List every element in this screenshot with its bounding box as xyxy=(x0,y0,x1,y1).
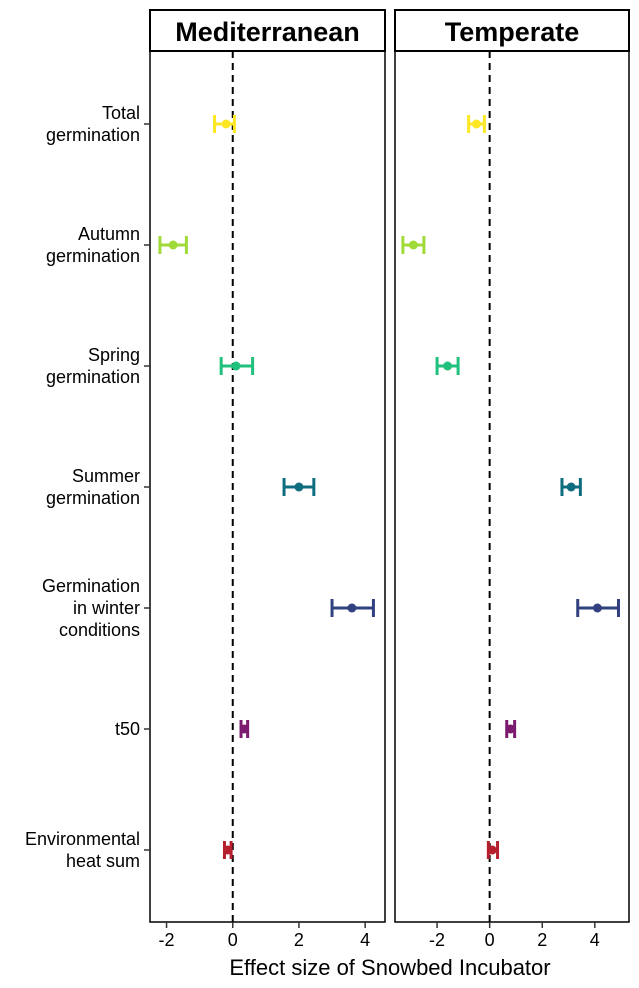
panel: -2 0 2 4 xyxy=(394,50,630,950)
row-label-autumn: germination xyxy=(46,246,140,266)
row-label-summer: germination xyxy=(46,488,140,508)
point-estimate xyxy=(443,361,453,371)
x-tick-label: 2 xyxy=(537,930,547,950)
x-tick-label: 2 xyxy=(294,930,304,950)
point-estimate xyxy=(294,482,304,492)
error-bar-summer xyxy=(560,478,582,496)
x-tick-label: 0 xyxy=(485,930,495,950)
row-label-total: germination xyxy=(46,125,140,145)
point-estimate xyxy=(566,482,576,492)
row-label-winter: Germination xyxy=(42,576,140,596)
error-bar-winter xyxy=(330,599,375,617)
row-label-total: Total xyxy=(102,103,140,123)
x-tick-label: 0 xyxy=(228,930,238,950)
row-label-heat: heat sum xyxy=(66,851,140,871)
strip-box xyxy=(149,9,386,52)
error-bar-winter xyxy=(576,599,620,617)
x-tick-label: -2 xyxy=(429,930,445,950)
point-estimate xyxy=(347,603,357,613)
row-label-spring: Spring xyxy=(88,345,140,365)
point-estimate xyxy=(487,845,497,855)
point-estimate xyxy=(221,119,231,129)
point-estimate xyxy=(408,240,418,250)
point-estimate xyxy=(472,119,482,129)
point-estimate xyxy=(592,603,602,613)
panel-border xyxy=(394,50,630,923)
error-bar-t50 xyxy=(239,720,250,738)
row-label-summer: Summer xyxy=(72,466,140,486)
strip-box xyxy=(394,9,630,52)
row-label-t50: t50 xyxy=(115,719,140,739)
row-label-heat: Environmental xyxy=(25,829,140,849)
row-label-winter: in winter xyxy=(73,598,140,618)
panel-border xyxy=(149,50,386,923)
error-bar-heat xyxy=(222,841,233,859)
error-bar-t50 xyxy=(505,720,517,738)
point-estimate xyxy=(506,724,516,734)
x-tick-label: 4 xyxy=(590,930,600,950)
row-label-autumn: Autumn xyxy=(78,224,140,244)
point-estimate xyxy=(168,240,178,250)
y-axis-labels: TotalgerminationAutumngerminationSpringg… xyxy=(25,103,150,871)
row-label-winter: conditions xyxy=(59,620,140,640)
error-bar-autumn xyxy=(158,236,188,254)
point-estimate xyxy=(231,361,241,371)
strip-title: Temperate xyxy=(445,17,580,47)
error-bar-autumn xyxy=(401,236,426,254)
facet-panels: -2 0 2 4 -2 0 2 4 xyxy=(149,50,630,950)
facet-strips: Mediterranean Temperate xyxy=(149,9,630,52)
row-label-spring: germination xyxy=(46,367,140,387)
x-tick-label: -2 xyxy=(159,930,175,950)
strip-title: Mediterranean xyxy=(175,17,360,47)
error-bar-total xyxy=(467,115,486,133)
error-bar-total xyxy=(213,115,236,133)
x-axis-title: Effect size of Snowbed Incubator xyxy=(229,955,550,980)
error-bar-spring xyxy=(435,357,460,375)
error-bar-spring xyxy=(219,357,255,375)
x-tick-label: 4 xyxy=(360,930,370,950)
point-estimate xyxy=(223,845,233,855)
point-estimate xyxy=(239,724,249,734)
error-bar-summer xyxy=(282,478,316,496)
error-bar-heat xyxy=(486,841,500,859)
panel: -2 0 2 4 xyxy=(149,50,386,950)
